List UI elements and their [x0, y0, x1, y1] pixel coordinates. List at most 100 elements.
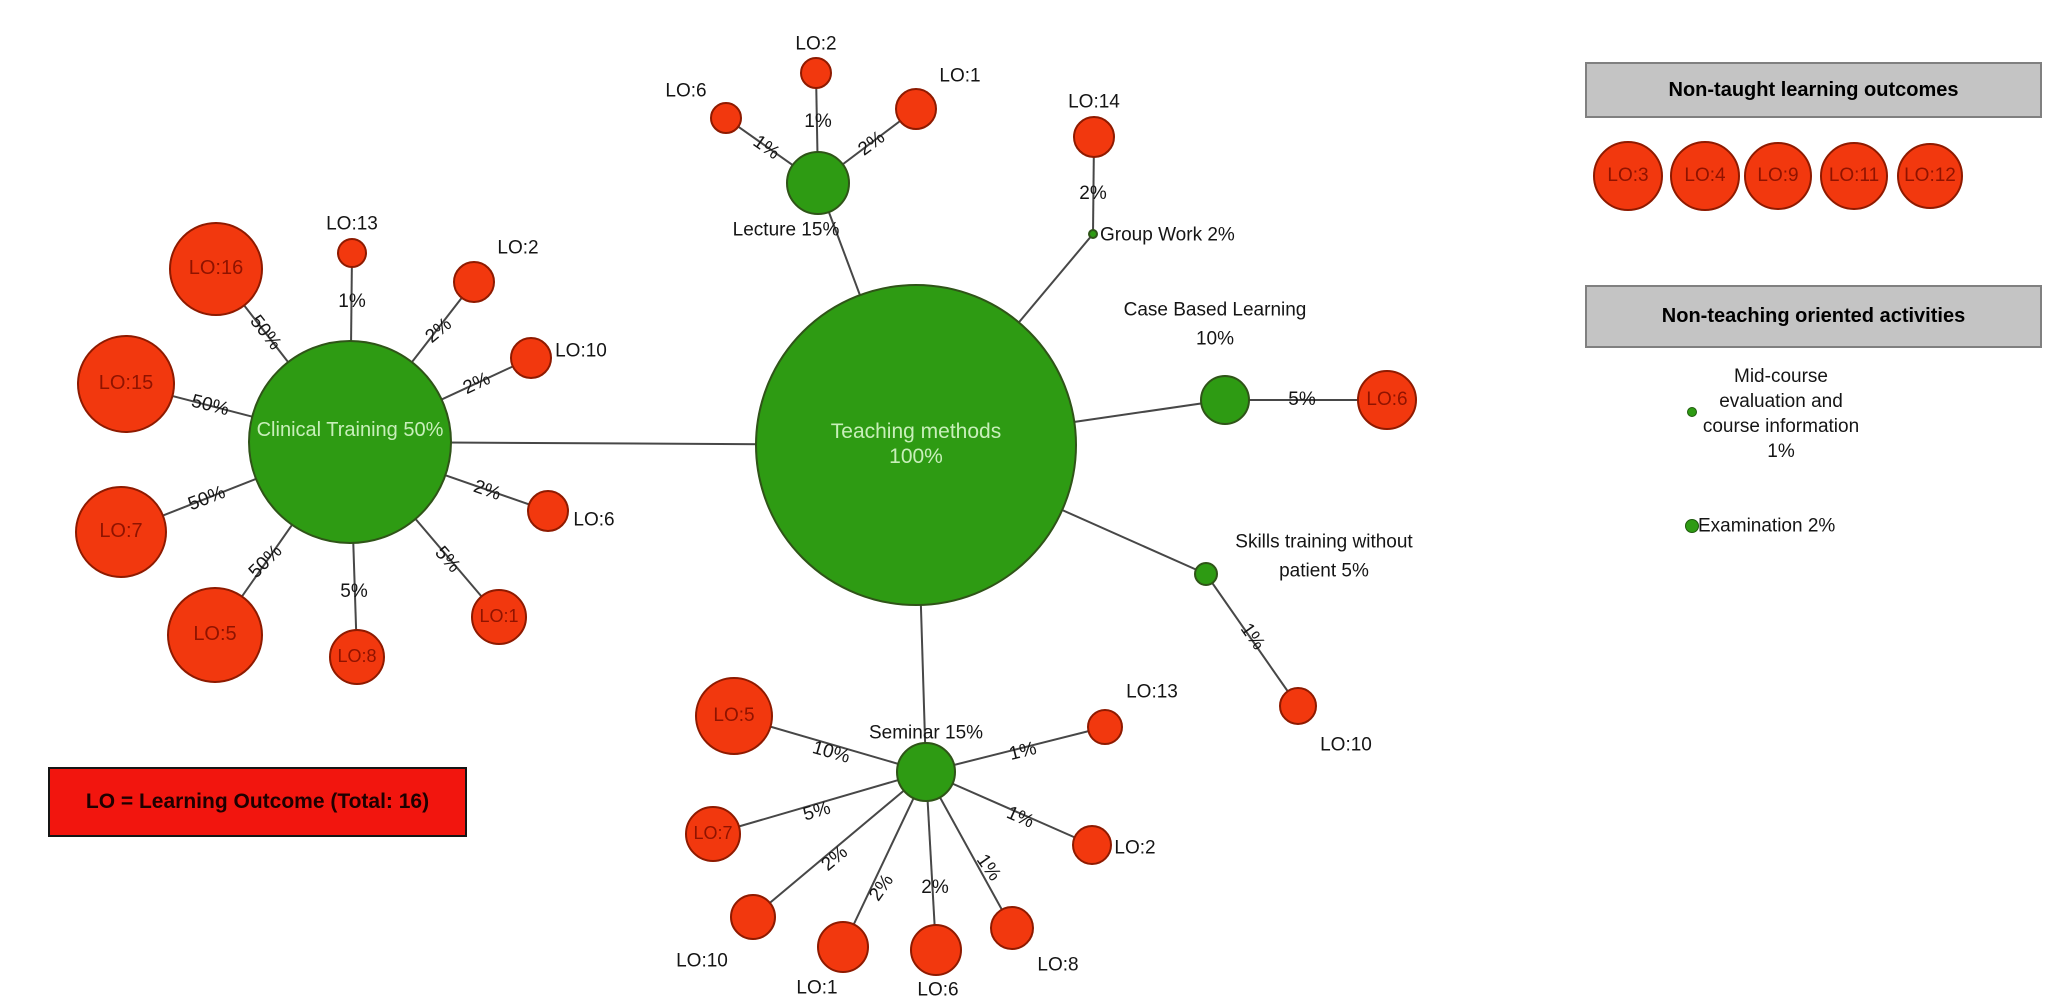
node-lo6-lecture: [710, 102, 742, 134]
non-taught-lo12: LO:12: [1897, 143, 1963, 209]
node-lo6-case-based-text: LO:6: [1366, 388, 1408, 410]
node-lo6-seminar: [910, 924, 962, 976]
node-lo15-clinical-text: LO:15: [98, 372, 154, 395]
label-lo1-seminar: LO:1: [796, 973, 837, 1001]
label-case-based-learning-line: Case Based Learning: [1123, 299, 1307, 321]
label-lo13-seminar-line: LO:13: [1126, 681, 1178, 703]
node-lo13-seminar: [1087, 709, 1123, 745]
label-lo1-seminar-line: LO:1: [796, 977, 838, 999]
non-teaching-header-title: Non-teaching oriented activities: [1661, 305, 1966, 327]
edge-23: [712, 771, 927, 835]
activity-text-line: 1%: [1767, 441, 1795, 462]
non-taught-lo12-text: LO:12: [1904, 164, 1956, 186]
non-taught-header-title: Non-taught learning outcomes: [1668, 78, 1959, 101]
label-case-based-learning: Case Based Learning 10%: [1124, 296, 1307, 355]
node-lo7-seminar-text: LO:7: [693, 823, 733, 844]
activity-text-line: course information: [1702, 416, 1860, 437]
node-group-work: [1088, 229, 1098, 239]
non-taught-lo3-text: LO:3: [1607, 164, 1649, 186]
non-taught-lo11: LO:11: [1820, 142, 1888, 210]
label-lo6-clinical: LO:6: [573, 505, 614, 534]
node-lo6-case-based: LO:6: [1357, 370, 1417, 430]
label-lo6-seminar: LO:6: [917, 975, 958, 1001]
activity-text-mid-course-evaluation: Mid-course evaluation and course informati…: [1703, 364, 1859, 464]
node-teaching-methods-text: 100%: [889, 445, 943, 468]
edge-label-7: 1%: [338, 291, 366, 312]
label-lo6-clinical-line: LO:6: [573, 509, 615, 531]
node-lo10-seminar: [730, 894, 776, 940]
label-lo10-clinical-line: LO:10: [555, 340, 607, 362]
node-lo10-skills: [1279, 687, 1317, 725]
node-clinical-training-text: Clinical Training 50%: [256, 419, 444, 442]
node-lo15-clinical: LO:15: [77, 335, 175, 433]
node-lo14-group-work: [1073, 116, 1115, 158]
label-lecture-line: Lecture 15%: [732, 219, 840, 241]
non-teaching-header: Non-teaching oriented activities: [1585, 285, 2042, 348]
node-lo5-seminar-text: LO:5: [713, 704, 755, 726]
edge-label-19: 2%: [1079, 183, 1107, 204]
label-lo2-lecture: LO:2: [795, 29, 836, 58]
node-lo13-clinical: [337, 238, 367, 268]
non-taught-header: Non-taught learning outcomes: [1585, 62, 2042, 118]
node-lo16-clinical: LO:16: [169, 222, 263, 316]
node-lo8-seminar: [990, 906, 1034, 950]
activity-text-line: Examination 2%: [1698, 515, 1836, 537]
node-lo1-clinical-text: LO:1: [479, 606, 519, 627]
legend-box: LO = Learning Outcome (Total: 16): [48, 767, 467, 837]
non-taught-lo9: LO:9: [1744, 142, 1812, 210]
activity-text-line: Mid-course: [1734, 366, 1828, 387]
label-lo10-clinical: LO:10: [555, 336, 607, 365]
label-group-work-line: Group Work 2%: [1100, 224, 1235, 246]
node-lo6-clinical: [527, 490, 569, 532]
node-lo2-seminar: [1072, 825, 1112, 865]
activity-dot-mid-course-evaluation: [1687, 407, 1697, 417]
label-lo14-group-work-line: LO:14: [1068, 91, 1120, 113]
node-lo5-seminar: LO:5: [695, 677, 773, 755]
label-lo2-clinical-line: LO:2: [497, 237, 539, 259]
node-lo1-lecture: [895, 88, 937, 130]
node-skills-training-without-patient: [1194, 562, 1218, 586]
node-teaching-methods-text: Teaching methods: [830, 420, 1002, 444]
activity-text-line: evaluation and: [1719, 391, 1843, 412]
label-skills-training-without-patient-line: Skills training without: [1235, 531, 1413, 553]
non-taught-lo4-text: LO:4: [1684, 164, 1726, 186]
label-lo8-seminar: LO:8: [1037, 950, 1078, 979]
edge-label-20: 5%: [1288, 389, 1316, 410]
label-case-based-learning-line: 10%: [1195, 329, 1235, 350]
label-lo10-seminar: LO:10: [676, 946, 728, 975]
label-lo8-seminar-line: LO:8: [1037, 954, 1079, 976]
label-lo1-lecture: LO:1: [939, 61, 980, 90]
node-teaching-methods: Teaching methods 100%: [755, 284, 1077, 606]
edge-label-17: 1%: [804, 111, 832, 132]
node-seminar: [896, 742, 956, 802]
label-lo10-skills-line: LO:10: [1320, 734, 1372, 756]
label-group-work: Group Work 2%: [1100, 220, 1235, 249]
label-skills-training-without-patient-line: patient 5%: [1279, 561, 1369, 582]
edge-label-26: 2%: [921, 877, 949, 898]
node-lo1-clinical: LO:1: [471, 589, 527, 645]
node-lo2-lecture: [800, 57, 832, 89]
node-lo1-seminar: [817, 921, 869, 973]
non-taught-lo11-text: LO:11: [1828, 164, 1880, 186]
label-lo14-group-work: LO:14: [1068, 87, 1120, 116]
non-taught-lo3: LO:3: [1593, 141, 1663, 211]
label-seminar-line: Seminar 15%: [868, 722, 984, 744]
label-lo1-lecture-line: LO:1: [939, 65, 981, 87]
label-lo6-seminar-line: LO:6: [917, 979, 959, 1001]
node-lo5-clinical: LO:5: [167, 587, 263, 683]
node-clinical-training: Clinical Training 50%: [248, 340, 452, 544]
label-lo6-lecture-line: LO:6: [665, 80, 707, 102]
node-lo10-clinical: [510, 337, 552, 379]
label-lo13-clinical-line: LO:13: [326, 213, 378, 235]
label-skills-training-without-patient: Skills training without patient 5%: [1235, 528, 1412, 587]
label-lo2-lecture-line: LO:2: [795, 33, 837, 55]
legend-text: LO = Learning Outcome (Total: 16): [85, 790, 430, 813]
activity-dot-examination: [1685, 519, 1699, 533]
node-lo7-clinical-text: LO:7: [99, 520, 143, 543]
label-lecture: Lecture 15%: [733, 215, 840, 244]
label-lo10-skills: LO:10: [1320, 730, 1372, 759]
label-lo13-seminar: LO:13: [1126, 677, 1178, 706]
non-taught-lo9-text: LO:9: [1757, 164, 1799, 186]
label-seminar: Seminar 15%: [869, 718, 983, 747]
